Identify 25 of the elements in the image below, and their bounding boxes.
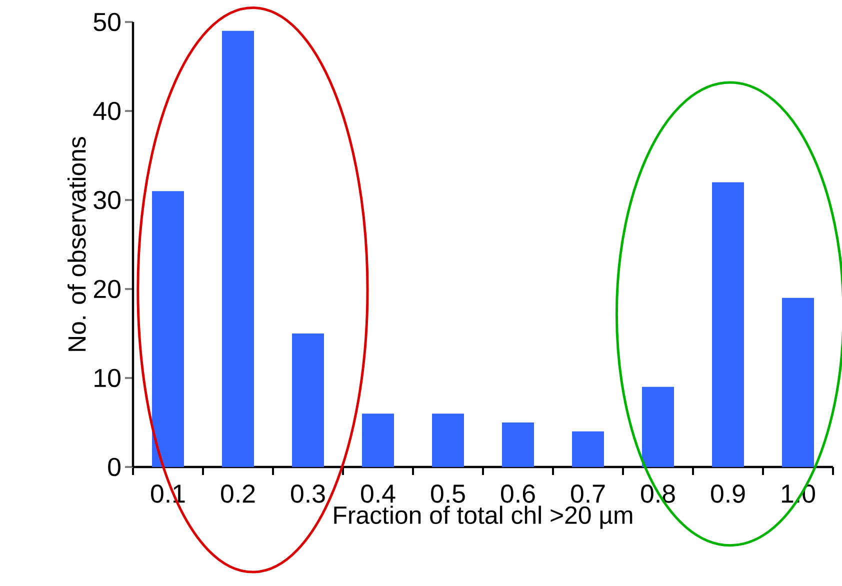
- bar: [362, 414, 394, 467]
- y-tick-label: 30: [94, 190, 120, 210]
- bar: [292, 334, 324, 467]
- x-tick-label: 0.2: [221, 484, 255, 503]
- y-tick-label: 40: [93, 102, 120, 120]
- bar: [222, 30, 254, 467]
- bar: [432, 414, 464, 467]
- x-tick-label: 0.9: [711, 484, 745, 503]
- bar: [572, 431, 604, 467]
- y-tick-label: 20: [94, 280, 120, 298]
- x-tick-label: 0.3: [291, 484, 325, 503]
- x-axis-title: Fraction of total chl >20 µm: [334, 506, 632, 529]
- x-tick-label: 0.5: [431, 484, 465, 503]
- x-tick-label: 0.6: [501, 484, 535, 503]
- y-axis-title: No. of observations: [68, 136, 86, 351]
- y-tick-label: 0: [108, 458, 120, 476]
- bar: [152, 191, 184, 467]
- x-tick-label: 0.4: [361, 484, 396, 503]
- bar: [782, 298, 814, 467]
- bar: [642, 386, 674, 467]
- y-tick-label: 50: [94, 12, 120, 32]
- y-tick-label: 10: [94, 368, 120, 388]
- x-tick-label: 0.7: [571, 484, 605, 503]
- bar: [502, 422, 534, 467]
- bar: [712, 182, 744, 467]
